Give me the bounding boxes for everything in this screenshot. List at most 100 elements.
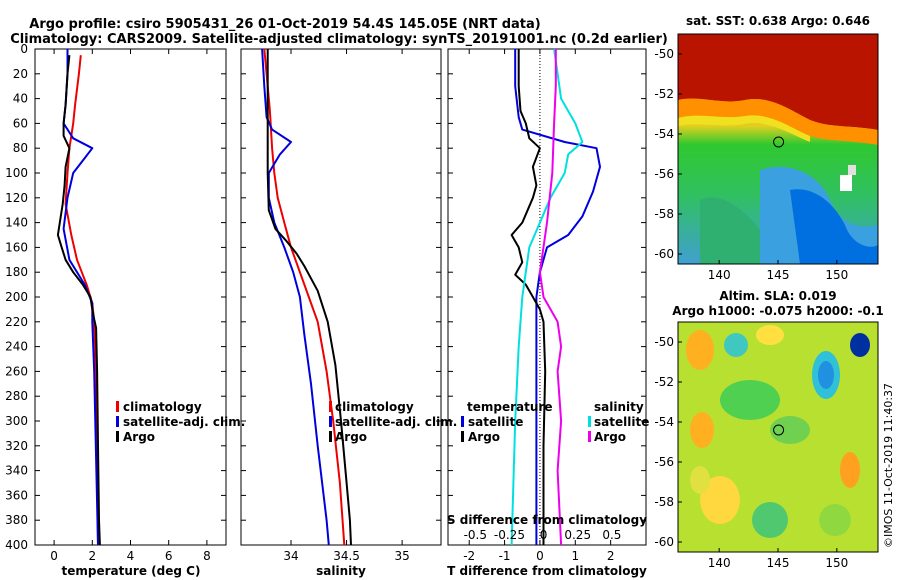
legend-label-satellite: satellite-adj. clim. — [123, 415, 245, 429]
s-tick-label: -0.5 — [464, 528, 487, 542]
difference-legend-salinity: salinity satellite Argo — [588, 400, 649, 444]
map-lat-label: -52 — [654, 375, 674, 389]
series-satellite-adj-clim- — [261, 48, 330, 546]
map-lon-label: 145 — [767, 268, 790, 282]
imos-watermark: ©IMOS 11-Oct-2019 11:40:37 — [882, 383, 895, 548]
temperature-plot: 0 2 4 6 8 — [35, 48, 226, 563]
x-tick-label: 6 — [165, 549, 173, 563]
map-lon-label: 150 — [825, 556, 848, 570]
s-difference-ticks: -0.5 -0.25 0 0.25 0.5 — [464, 528, 622, 542]
s-difference-label: S difference from climatology — [447, 513, 647, 527]
map-lat-label: -54 — [654, 127, 674, 141]
series-argo — [266, 49, 352, 546]
map-lon-label: 140 — [708, 556, 731, 570]
map-lat-label: -56 — [654, 455, 674, 469]
salinity-xlabel: salinity — [316, 564, 366, 578]
x-tick-label: 1 — [571, 549, 579, 563]
legend-swatch-s-argo — [588, 431, 591, 442]
depth-tick-label: 20 — [13, 67, 28, 81]
depth-tick-label: 40 — [13, 92, 28, 106]
map-lat-label: -58 — [654, 495, 674, 509]
x-tick-label: -2 — [463, 549, 475, 563]
legend-title-temperature: temperature — [467, 400, 552, 414]
legend-swatch-t-satellite — [461, 416, 464, 427]
legend-swatch-t-argo — [461, 431, 464, 442]
depth-tick-label: 80 — [13, 141, 28, 155]
depth-tick-label: 200 — [5, 290, 28, 304]
sst-map — [678, 34, 878, 264]
map-lat-label: -50 — [654, 335, 674, 349]
s-tick-label: 0.5 — [602, 528, 621, 542]
x-tick-label: 35 — [394, 549, 409, 563]
series-t-argo — [510, 49, 547, 545]
depth-tick-label: 160 — [5, 240, 28, 254]
salinity-legend: climatology satellite-adj. clim. Argo — [329, 400, 457, 444]
depth-tick-label: 220 — [5, 315, 28, 329]
depth-tick-label: 120 — [5, 191, 28, 205]
x-tick-label: 8 — [203, 549, 211, 563]
legend-label-climatology: climatology — [335, 400, 414, 414]
legend-label-s-argo: Argo — [594, 430, 626, 444]
series-s-argo — [538, 49, 563, 546]
argo-position-marker — [773, 424, 785, 436]
legend-label-t-satellite: satellite — [468, 415, 523, 429]
depth-tick-label: 400 — [5, 538, 28, 552]
depth-tick-label: 260 — [5, 364, 28, 378]
map-lat-label: -56 — [654, 167, 674, 181]
map-lon-label: 145 — [767, 556, 790, 570]
map-lat-label: -60 — [654, 535, 674, 549]
map-lat-label: -58 — [654, 207, 674, 221]
depth-tick-label: 60 — [13, 116, 28, 130]
temperature-legend: climatology satellite-adj. clim. Argo — [116, 400, 245, 444]
legend-swatch-argo — [116, 431, 119, 442]
sla-map — [678, 322, 878, 552]
legend-swatch-satellite — [116, 416, 119, 427]
map-lon-label: 150 — [825, 268, 848, 282]
x-tick-label: 4 — [127, 549, 135, 563]
depth-tick-label: 280 — [5, 389, 28, 403]
depth-tick-label: 140 — [5, 216, 28, 230]
x-tick-label: 34 — [283, 549, 298, 563]
title-line1: Argo profile: csiro 5905431_26 01-Oct-20… — [29, 17, 540, 32]
legend-label-argo: Argo — [335, 430, 367, 444]
sst-map-title: sat. SST: 0.638 Argo: 0.646 — [686, 14, 870, 28]
x-tick-label: 0 — [536, 549, 544, 563]
legend-label-s-satellite: satellite — [594, 415, 649, 429]
map-lat-label: -52 — [654, 87, 674, 101]
series-s-satellite — [510, 48, 584, 546]
legend-swatch-climatology — [329, 401, 332, 412]
legend-swatch-climatology — [116, 401, 119, 412]
depth-tick-label: 240 — [5, 340, 28, 354]
difference-legend-temperature: temperature satellite Argo — [461, 400, 552, 444]
depth-tick-label: 300 — [5, 414, 28, 428]
x-tick-label: 0 — [50, 549, 58, 563]
legend-label-climatology: climatology — [123, 400, 202, 414]
legend-swatch-s-satellite — [588, 416, 591, 427]
depth-axis: 0 20 40 60 80 100 120 140 160 180 200 220 240 260 280 3… — [5, 42, 28, 552]
x-tick-label: 2 — [607, 549, 615, 563]
map-lat-label: -60 — [654, 247, 674, 261]
sst-map-axes: 140 145 150 -50 -52 -54 -56 -58 -60 — [654, 47, 848, 282]
map-lat-label: -50 — [654, 47, 674, 61]
depth-tick-label: 380 — [5, 513, 28, 527]
legend-label-satellite: satellite-adj. clim. — [335, 415, 457, 429]
depth-tick-label: 100 — [5, 166, 28, 180]
depth-tick-label: 0 — [20, 42, 28, 56]
sla-map-axes: 140 145 150 -50 -52 -54 -56 -58 -60 — [654, 335, 848, 570]
map-lat-label: -54 — [654, 415, 674, 429]
series-t-satellite — [514, 49, 601, 545]
legend-swatch-satellite — [329, 416, 332, 427]
title-line2: Climatology: CARS2009. Satellite-adjuste… — [10, 32, 668, 47]
x-tick-label: 34.5 — [333, 549, 360, 563]
s-tick-label: 0 — [540, 528, 548, 542]
sla-map-subtitle: Argo h1000: -0.075 h2000: -0.1 — [672, 304, 883, 318]
x-tick-label: -1 — [499, 549, 511, 563]
depth-tick-label: 340 — [5, 464, 28, 478]
temperature-panel — [34, 48, 227, 546]
depth-tick-label: 360 — [5, 488, 28, 502]
legend-label-t-argo: Argo — [468, 430, 500, 444]
argo-position-marker — [773, 136, 785, 148]
s-tick-label: 0.25 — [564, 528, 591, 542]
s-tick-label: -0.25 — [494, 528, 525, 542]
